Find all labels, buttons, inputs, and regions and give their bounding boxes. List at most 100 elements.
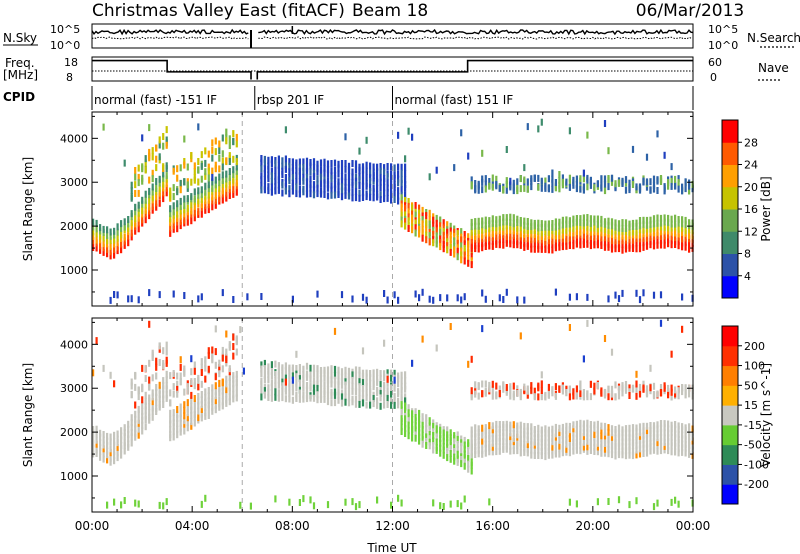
heatmap-cell [305, 184, 309, 192]
heatmap-cell [165, 498, 168, 506]
heatmap-cell [383, 339, 386, 347]
heatmap-cell [642, 440, 645, 448]
heatmap-cell [582, 237, 585, 245]
heatmap-cell [442, 245, 445, 253]
heatmap-cell [512, 447, 515, 455]
heatmap-cell [656, 219, 659, 227]
heatmap-cell [169, 205, 172, 213]
heatmap-cell [397, 401, 400, 409]
heatmap-cell [456, 294, 459, 302]
cpid-segment-label: normal (fast) -151 IF [94, 93, 217, 107]
heatmap-cell [533, 235, 536, 243]
heatmap-cell [263, 387, 266, 395]
heatmap-cell [137, 410, 140, 418]
heatmap-cell [681, 444, 684, 452]
heatmap-cell [530, 382, 533, 390]
heatmap-cell [519, 388, 522, 396]
heatmap-cell [547, 391, 550, 399]
heatmap-cell [354, 160, 358, 168]
y-axis-label: Slant Range [km] [21, 363, 35, 467]
heatmap-cell [298, 369, 301, 377]
heatmap-cell [235, 140, 238, 148]
heatmap-cell [442, 237, 445, 245]
heatmap-cell [614, 241, 617, 249]
heatmap-cell [610, 385, 614, 393]
heatmap-cell [603, 239, 607, 247]
heatmap-cell [617, 179, 621, 187]
heatmap-cell [330, 191, 333, 199]
heatmap-cell [326, 501, 330, 509]
heatmap-cell [309, 175, 312, 183]
heatmap-cell [526, 226, 529, 234]
heatmap-cell [470, 223, 473, 231]
heatmap-cell [400, 417, 403, 425]
heatmap-cell [453, 448, 456, 455]
heatmap-cell [603, 226, 607, 234]
heatmap-cell [99, 224, 102, 232]
heatmap-cell [193, 382, 196, 390]
heatmap-cell [134, 167, 137, 174]
heatmap-cell [484, 440, 487, 448]
heatmap-cell [533, 426, 536, 433]
heatmap-cell [638, 441, 642, 449]
heatmap-cell [421, 228, 424, 236]
heatmap-cell [116, 234, 119, 242]
heatmap-cell [123, 218, 126, 226]
heatmap-cell [474, 390, 477, 398]
heatmap-cell [477, 222, 480, 230]
heatmap-cell [414, 290, 417, 298]
heatmap-cell [607, 428, 610, 436]
heatmap-cell [558, 176, 561, 184]
heatmap-cell [151, 202, 154, 210]
heatmap-cell [228, 135, 231, 143]
heatmap-cell [365, 401, 368, 409]
heatmap-cell [260, 165, 263, 173]
heatmap-cell [572, 425, 575, 433]
heatmap-cell [628, 220, 631, 228]
heatmap-cell [505, 428, 508, 436]
heatmap-cell [365, 383, 368, 390]
heatmap-cell [582, 429, 585, 437]
heatmap-cell [235, 133, 238, 141]
heatmap-cell [439, 239, 442, 246]
heatmap-cell [372, 188, 375, 196]
heatmap-cell [446, 242, 449, 250]
freq-lines [92, 59, 693, 80]
heatmap-cell [221, 134, 224, 142]
heatmap-cell [162, 163, 165, 171]
heatmap-cell [295, 190, 298, 198]
heatmap-cell [214, 148, 217, 156]
heatmap-cell [652, 185, 656, 193]
heatmap-cell [281, 181, 284, 189]
heatmap-cell [439, 229, 442, 237]
heatmap-cell [547, 383, 550, 391]
heatmap-cell [642, 216, 645, 224]
heatmap-cell [365, 193, 368, 201]
heatmap-cell [607, 240, 610, 248]
heatmap-cell [446, 426, 449, 434]
heatmap-cell [333, 381, 337, 389]
heatmap-cell [677, 179, 680, 187]
heatmap-cell [361, 347, 365, 355]
heatmap-cell [344, 178, 347, 186]
heatmap-cell [225, 157, 228, 165]
heatmap-cell [393, 183, 396, 191]
heatmap-cell [446, 221, 449, 229]
heatmap-cell [207, 412, 210, 419]
heatmap-cell [295, 373, 298, 381]
heatmap-cell [425, 236, 428, 244]
heatmap-cell [547, 237, 550, 245]
heatmap-cell [144, 216, 147, 224]
heatmap-cell [337, 164, 340, 172]
heatmap-cell [393, 376, 396, 384]
heatmap-cell [309, 162, 312, 170]
heatmap-cell [211, 389, 214, 397]
heatmap-cell [270, 361, 273, 369]
heatmap-cell [509, 226, 512, 234]
heatmap-cell [498, 236, 501, 244]
heatmap-cell [624, 242, 628, 249]
heatmap-cell [667, 384, 670, 392]
heatmap-cell [284, 174, 287, 181]
heatmap-cell [572, 181, 575, 189]
heatmap-cell [659, 214, 663, 222]
